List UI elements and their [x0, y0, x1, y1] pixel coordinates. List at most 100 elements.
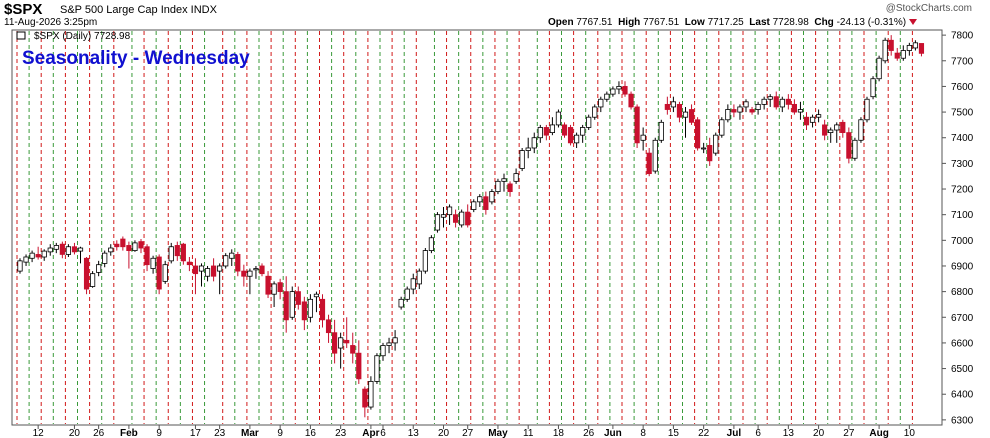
- candle-body: [483, 196, 489, 210]
- y-tick-label: 6800: [951, 287, 974, 298]
- candle-body: [17, 260, 23, 272]
- candle: [356, 340, 362, 384]
- candle-body: [471, 201, 477, 210]
- candle-body: [428, 237, 435, 251]
- candle-body: [241, 270, 247, 277]
- candle-body: [682, 111, 689, 118]
- x-tick-label: 9: [156, 428, 162, 438]
- candle-body: [755, 103, 761, 110]
- x-tick-label: 20: [438, 428, 450, 438]
- candle: [713, 132, 719, 156]
- candle: [350, 332, 356, 364]
- candle-body: [634, 106, 640, 144]
- x-tick-label: 6: [755, 428, 761, 438]
- candle: [900, 45, 906, 61]
- candle-body: [398, 298, 404, 308]
- candle-body: [543, 127, 549, 136]
- candle: [416, 268, 422, 290]
- datetime: 11-Aug-2026 3:25pm: [4, 17, 98, 28]
- candle: [888, 35, 894, 56]
- candle-body: [392, 337, 398, 344]
- candle-body: [180, 243, 186, 262]
- candle-body: [138, 241, 144, 249]
- candle-body: [719, 119, 725, 136]
- candle: [35, 246, 41, 260]
- x-tick-label: 26: [583, 428, 595, 438]
- candle-body: [610, 88, 616, 95]
- candle-body: [174, 245, 180, 257]
- x-tick-label: 22: [698, 428, 710, 438]
- candle: [471, 199, 477, 213]
- candle-body: [495, 180, 501, 192]
- candle: [840, 119, 846, 138]
- candle-body: [319, 298, 326, 321]
- candle: [77, 246, 84, 264]
- candle-body: [592, 106, 598, 118]
- candle: [41, 249, 47, 261]
- candle: [186, 256, 192, 272]
- candle-body: [622, 86, 628, 95]
- candle: [198, 263, 205, 287]
- candle-body: [102, 252, 108, 264]
- candle: [126, 241, 132, 269]
- candle-body: [731, 109, 737, 113]
- candle-body: [217, 265, 223, 272]
- candle: [640, 127, 646, 151]
- candle: [192, 258, 199, 295]
- y-tick-label: 7000: [951, 236, 974, 247]
- candle: [543, 124, 549, 141]
- candle: [501, 173, 507, 192]
- x-tick-label: 15: [668, 428, 680, 438]
- candle-body: [150, 257, 156, 269]
- candle-body: [797, 109, 804, 113]
- candle-body: [822, 124, 828, 136]
- y-tick-label: 6600: [951, 338, 974, 349]
- x-tick-label: 13: [408, 428, 420, 438]
- candle-body: [725, 109, 731, 121]
- candle: [422, 248, 428, 274]
- x-tick-label: 16: [305, 428, 317, 438]
- candle-body: [737, 106, 743, 113]
- candle-body: [513, 173, 519, 182]
- candle: [325, 314, 332, 343]
- candle-body: [779, 98, 785, 108]
- symbol: $SPX: [4, 1, 43, 18]
- candle-body: [198, 265, 205, 272]
- candle: [440, 206, 447, 228]
- candle: [23, 254, 29, 266]
- candle-body: [90, 273, 96, 287]
- candle-body: [422, 250, 428, 272]
- candle: [604, 91, 610, 102]
- candle-body: [894, 52, 900, 59]
- candle-body: [83, 257, 90, 290]
- candle-body: [186, 261, 192, 266]
- y-tick-label: 7500: [951, 108, 974, 119]
- candle: [864, 96, 870, 123]
- seasonality-lines: [16, 31, 913, 424]
- candle: [229, 249, 235, 266]
- candle-body: [465, 211, 471, 226]
- candle: [259, 263, 265, 277]
- y-tick-label: 7700: [951, 56, 974, 67]
- candle-body: [313, 293, 320, 298]
- candle: [894, 47, 900, 61]
- candle: [108, 244, 114, 256]
- candle: [525, 137, 531, 159]
- candle-body: [586, 116, 592, 128]
- candle: [882, 37, 888, 64]
- candle: [531, 132, 537, 154]
- candle-body: [368, 380, 374, 408]
- candle: [846, 127, 852, 164]
- candle-body: [695, 119, 701, 149]
- candle: [283, 276, 289, 333]
- candle: [319, 294, 326, 328]
- candle: [816, 109, 822, 123]
- candle-body: [283, 291, 289, 321]
- candle: [210, 258, 217, 282]
- candle-body: [452, 214, 459, 223]
- candle-body: [791, 103, 798, 113]
- candle: [65, 244, 71, 257]
- candle: [253, 265, 259, 279]
- candle-body: [446, 206, 453, 216]
- candle-body: [658, 121, 664, 141]
